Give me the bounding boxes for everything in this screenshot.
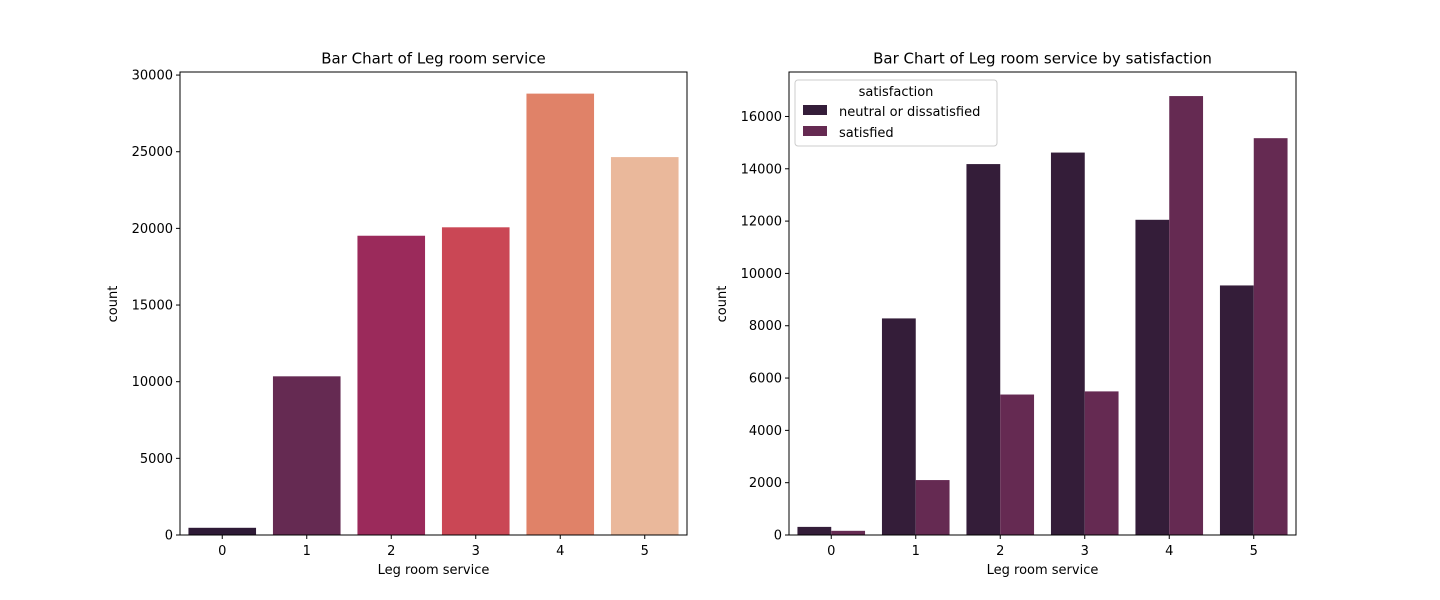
chart-right: Bar Chart of Leg room service by satisfa…: [715, 50, 1297, 578]
chart-right-legend: satisfaction neutral or dissatisfied sat…: [794, 79, 998, 147]
chart-right-bar-satisfied-4: [1169, 96, 1204, 535]
chart-right-y-tick-label-1: 2000: [749, 476, 782, 491]
chart-right-ylabel: count: [715, 286, 730, 323]
chart-left-bar-2: [357, 235, 426, 535]
chart-left-x-tick-label-1: 1: [303, 544, 311, 559]
legend-label-neutral: neutral or dissatisfied: [839, 105, 980, 120]
chart-left-y-tick-label-1: 5000: [140, 452, 173, 467]
chart-right-bar-satisfied-0: [831, 530, 866, 535]
legend-swatch-neutral: [803, 105, 827, 115]
chart-left-title: Bar Chart of Leg room service: [321, 50, 546, 68]
chart-left-x-tick-label-0: 0: [218, 544, 226, 559]
chart-right-x-tick-label-2: 2: [996, 544, 1004, 559]
chart-left-bar-4: [526, 93, 595, 536]
legend-title: satisfaction: [859, 85, 934, 100]
chart-left-y-tick-label-3: 15000: [132, 299, 173, 314]
chart-right-frame: [788, 71, 1297, 536]
chart-left-frame: [179, 71, 688, 536]
chart-right-bars: [797, 96, 1288, 535]
chart-right-x-tick-label-0: 0: [827, 544, 835, 559]
chart-right-y-ticks: 0 2000 4000 6000 8000 10000 12000 14000 16000: [741, 110, 789, 544]
chart-left-xlabel: Leg room service: [378, 563, 490, 578]
chart-left-x-tick-label-5: 5: [641, 544, 649, 559]
chart-right-y-tick-label-0: 0: [774, 529, 782, 544]
chart-left-x-tick-label-2: 2: [387, 544, 395, 559]
legend-box: [794, 79, 998, 147]
chart-right-x-tick-label-1: 1: [912, 544, 920, 559]
chart-right-y-tick-label-2: 4000: [749, 424, 782, 439]
chart-left-y-tick-label-4: 20000: [132, 222, 173, 237]
chart-left-y-tick-label-5: 25000: [132, 145, 173, 160]
chart-right-bar-satisfied-5: [1253, 138, 1288, 535]
legend-label-satisfied: satisfied: [839, 126, 894, 141]
chart-right-bar-neutral-0: [797, 526, 832, 535]
chart-right-y-tick-label-8: 16000: [741, 110, 782, 125]
chart-right-y-tick-label-4: 8000: [749, 319, 782, 334]
chart-right-bar-neutral-3: [1050, 152, 1085, 535]
chart-right-bar-neutral-1: [881, 318, 916, 535]
chart-right-xlabel: Leg room service: [987, 563, 1099, 578]
chart-right-x-tick-label-3: 3: [1081, 544, 1089, 559]
chart-right-bar-neutral-5: [1219, 285, 1254, 535]
chart-left-y-tick-label-6: 30000: [132, 69, 173, 84]
chart-left-x-ticks: 0 1 2 3 4 5: [218, 535, 649, 559]
chart-right-y-tick-label-5: 10000: [741, 267, 782, 282]
chart-right-y-tick-label-6: 12000: [741, 215, 782, 230]
chart-left-bar-0: [188, 527, 257, 535]
chart-right-bar-satisfied-2: [1000, 394, 1035, 535]
chart-left-bars: [188, 93, 679, 536]
legend-swatch-satisfied: [803, 126, 827, 136]
chart-left: Bar Chart of Leg room service Leg room s…: [106, 50, 688, 578]
chart-right-x-ticks: 0 1 2 3 4 5: [827, 535, 1258, 559]
chart-right-y-tick-label-3: 6000: [749, 372, 782, 387]
chart-left-y-tick-label-0: 0: [165, 529, 173, 544]
chart-right-x-tick-label-4: 4: [1165, 544, 1173, 559]
chart-right-bar-satisfied-1: [915, 480, 950, 535]
chart-right-y-tick-label-7: 14000: [741, 162, 782, 177]
chart-left-x-tick-label-3: 3: [472, 544, 480, 559]
chart-left-bar-5: [610, 157, 679, 535]
chart-right-bar-neutral-4: [1135, 219, 1170, 535]
chart-left-y-tick-label-2: 10000: [132, 375, 173, 390]
chart-left-ylabel: count: [106, 286, 121, 323]
chart-left-bar-3: [441, 227, 510, 535]
chart-right-bar-neutral-2: [966, 164, 1001, 535]
chart-right-title: Bar Chart of Leg room service by satisfa…: [873, 50, 1212, 68]
chart-left-x-tick-label-4: 4: [556, 544, 564, 559]
chart-left-y-ticks: 0 5000 10000 15000 20000 25000 30000: [132, 69, 180, 544]
chart-right-x-tick-label-5: 5: [1250, 544, 1258, 559]
chart-left-bar-1: [272, 376, 341, 535]
chart-right-bar-satisfied-3: [1084, 391, 1119, 535]
